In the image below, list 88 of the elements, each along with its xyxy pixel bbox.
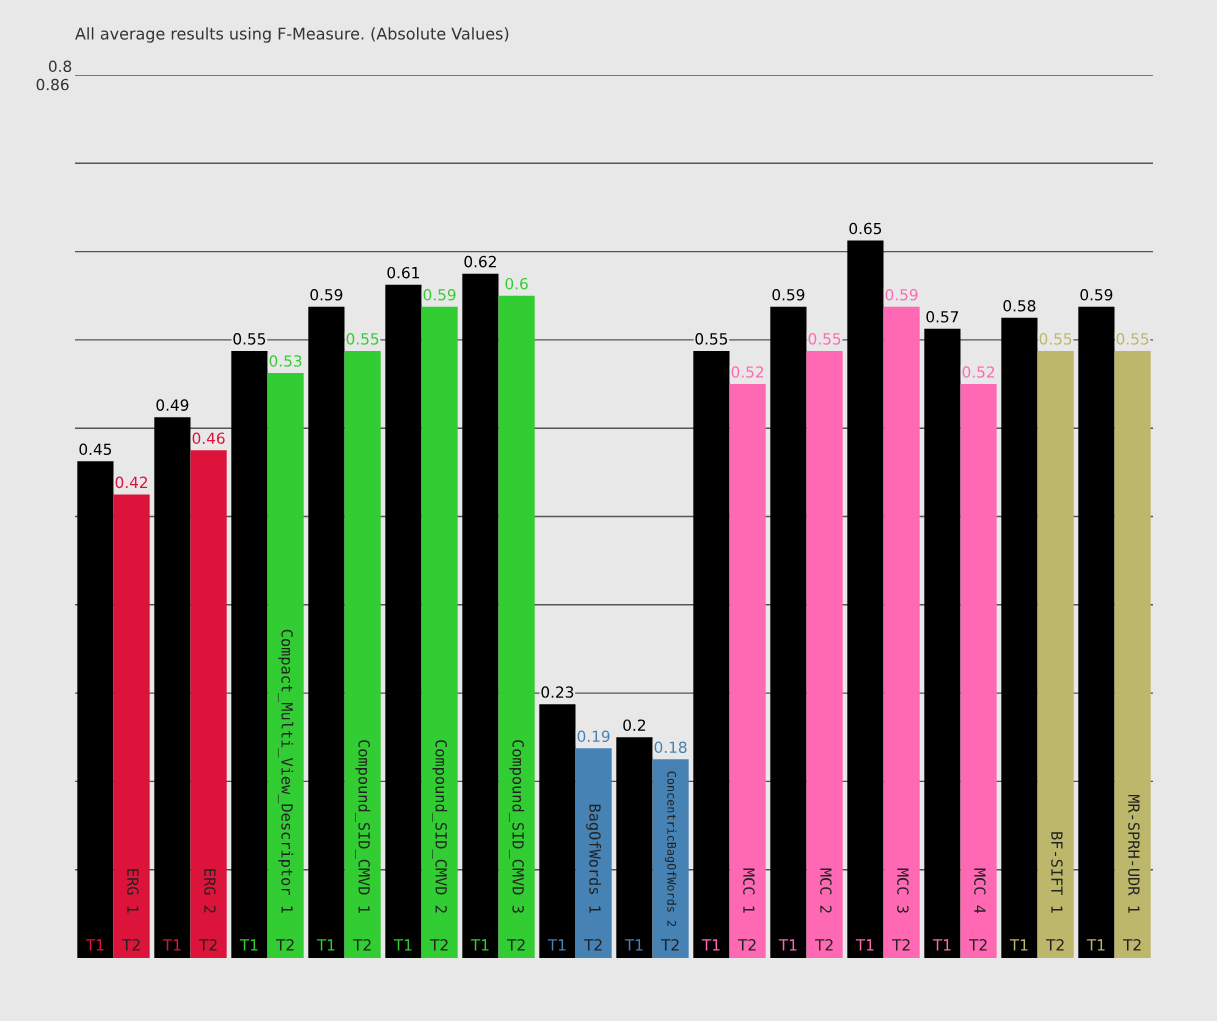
bar xyxy=(421,306,458,958)
bar xyxy=(883,306,920,958)
data-label: 0.55 xyxy=(346,333,379,345)
x-tick-label: MCC 4 xyxy=(974,868,986,914)
text: T1 xyxy=(932,939,951,951)
data-label: 0.45 xyxy=(79,443,112,456)
data-label: 0.6 xyxy=(505,277,528,290)
x-tick-label: MCC 2 xyxy=(820,868,832,913)
text: T1 xyxy=(393,939,412,951)
text: T2 xyxy=(1046,939,1064,951)
data-label: 0.42 xyxy=(115,476,148,489)
data-label: 0.59 xyxy=(423,288,456,301)
bar xyxy=(113,494,150,958)
data-label: 0.55 xyxy=(695,333,728,345)
bar xyxy=(154,417,191,958)
data-label: 0.61 xyxy=(387,266,419,279)
text: T1 xyxy=(162,939,181,951)
data-label: 0.59 xyxy=(885,288,918,301)
text: T1 xyxy=(239,939,258,951)
x-tick-label: MCC 3 xyxy=(897,868,909,913)
data-label: 0.62 xyxy=(464,255,496,268)
text: T1 xyxy=(316,939,335,951)
data-label: 0.2 xyxy=(623,719,646,731)
x-tick-label: ERG 1 xyxy=(127,869,139,913)
bar xyxy=(693,350,730,958)
text: T1 xyxy=(778,939,797,951)
data-label: 0.52 xyxy=(962,366,995,378)
text: T1 xyxy=(624,939,643,951)
x-tick-label: Compound_SID_CMVD 3 xyxy=(508,740,525,913)
data-label: 0.58 xyxy=(1003,300,1036,312)
bar xyxy=(652,759,689,958)
x-tick-label: MCC 1 xyxy=(743,868,755,913)
text: T1 xyxy=(547,939,566,951)
x-tick-label: BF-SIFT 1 xyxy=(1051,832,1063,913)
text: T1 xyxy=(1009,939,1028,951)
series-label: T1 xyxy=(85,939,104,951)
text: T2 xyxy=(661,939,679,951)
series-label: T2 xyxy=(122,939,140,951)
x-tick-label: ConcentricBagOfWords 2 xyxy=(664,771,677,927)
text: T2 xyxy=(969,939,987,951)
x-tick-label: MR-SPRH-UDR 1 xyxy=(1128,794,1140,913)
bar xyxy=(729,384,766,958)
text: T2 xyxy=(1123,939,1141,951)
data-label: 0.18 xyxy=(654,741,687,754)
text: T2 xyxy=(430,939,448,951)
bar xyxy=(575,748,612,958)
data-label: 0.52 xyxy=(731,366,764,378)
text: T2 xyxy=(353,939,371,951)
data-label: 0.57 xyxy=(926,311,959,323)
text: T1 xyxy=(855,939,874,951)
bar xyxy=(267,373,304,958)
data-label: 0.23 xyxy=(541,686,574,698)
text: T2 xyxy=(276,939,294,951)
data-label: 0.55 xyxy=(808,333,841,345)
x-tick-label: Compound_SID_CMVD 1 xyxy=(354,740,371,913)
y-tick-label: 0.8 xyxy=(48,60,72,73)
bar xyxy=(960,384,997,958)
data-label: 0.59 xyxy=(1080,288,1113,301)
text: T1 xyxy=(470,939,489,951)
bar xyxy=(77,461,114,958)
text: T2 xyxy=(815,939,833,951)
data-label: 0.59 xyxy=(310,288,343,301)
data-label: 0.65 xyxy=(849,222,882,235)
text: 0.86 xyxy=(36,78,69,91)
bar xyxy=(190,450,227,958)
text: T2 xyxy=(199,939,217,951)
data-label: 0.19 xyxy=(577,730,610,743)
data-label: 0.55 xyxy=(233,333,266,345)
data-label: 0.49 xyxy=(156,399,189,411)
text: T2 xyxy=(584,939,602,951)
x-tick-label: Compact_Multi_View_Descriptor 1 xyxy=(277,629,294,913)
text: T2 xyxy=(507,939,525,951)
x-tick-label: BagOfWords 1 xyxy=(586,804,602,913)
data-label: 0.53 xyxy=(269,355,302,367)
data-label: 0.55 xyxy=(1116,333,1149,345)
text: T2 xyxy=(892,939,910,951)
chart-title: All average results using F-Measure. (Absolute Values) xyxy=(75,27,509,43)
bar xyxy=(539,704,576,958)
data-label: 0.55 xyxy=(1039,333,1072,345)
bar xyxy=(616,737,653,958)
text: T1 xyxy=(701,939,720,951)
bar xyxy=(231,350,268,958)
x-tick-label: Compound_SID_CMVD 2 xyxy=(431,740,448,913)
text: T1 xyxy=(1086,939,1105,951)
data-label: 0.59 xyxy=(772,288,805,301)
x-tick-label: ERG 2 xyxy=(204,869,216,913)
data-label: 0.46 xyxy=(192,432,225,444)
text: T2 xyxy=(738,939,756,951)
